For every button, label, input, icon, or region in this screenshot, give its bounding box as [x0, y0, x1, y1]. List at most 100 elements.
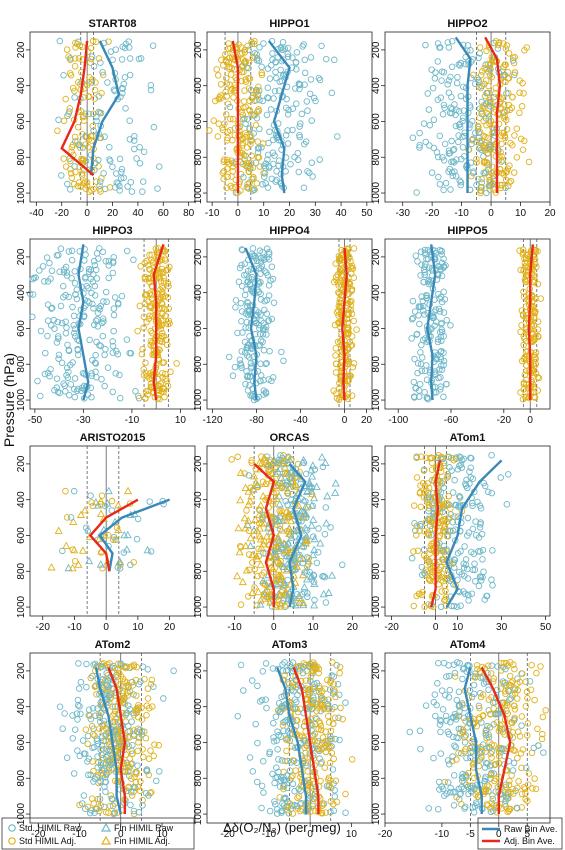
point-std-raw: [287, 160, 294, 168]
point-std-raw: [434, 153, 442, 161]
point-std-adj: [145, 262, 152, 269]
y-tick-label: 200: [193, 455, 204, 472]
point-std-raw: [60, 293, 67, 301]
point-std-raw: [411, 308, 419, 315]
point-std-raw: [75, 660, 82, 667]
point-std-adj: [75, 79, 82, 86]
point-std-raw: [248, 273, 256, 281]
point-std-raw: [258, 782, 266, 790]
point-std-raw: [421, 249, 429, 256]
point-std-raw: [62, 388, 69, 395]
point-std-adj: [54, 127, 61, 135]
point-fin-raw: [327, 571, 337, 579]
point-std-adj: [146, 266, 153, 273]
x-tick-label: -20: [378, 829, 393, 840]
point-std-raw: [459, 675, 466, 683]
point-std-raw: [488, 451, 495, 459]
point-std-raw: [249, 768, 257, 775]
y-tick-label: 800: [371, 355, 382, 372]
x-tick-label: -10: [227, 622, 242, 633]
point-std-adj: [228, 85, 236, 93]
point-std-raw: [44, 317, 52, 324]
point-std-adj: [295, 793, 303, 800]
point-std-raw: [240, 687, 247, 694]
point-std-adj: [480, 141, 488, 149]
point-std-raw: [109, 163, 116, 171]
point-std-raw: [153, 777, 160, 785]
point-std-raw: [420, 546, 428, 553]
point-std-adj: [480, 117, 487, 125]
point-std-raw: [488, 181, 495, 189]
point-std-raw: [450, 772, 458, 779]
point-std-raw: [448, 137, 455, 145]
point-std-adj: [248, 152, 255, 159]
point-std-adj: [517, 389, 524, 396]
point-std-raw: [462, 556, 470, 563]
point-std-adj: [98, 175, 105, 182]
point-std-adj: [239, 139, 246, 147]
point-std-adj: [237, 50, 244, 58]
point-std-raw: [114, 299, 122, 307]
point-std-raw: [109, 388, 116, 396]
point-std-raw: [456, 177, 464, 184]
point-std-adj: [531, 775, 538, 782]
point-fin-adj: [114, 525, 123, 534]
point-std-adj: [347, 306, 355, 314]
point-std-adj: [95, 55, 103, 62]
point-std-raw: [462, 95, 470, 103]
point-std-adj: [227, 115, 234, 123]
point-std-adj: [220, 158, 228, 166]
point-std-raw: [420, 120, 428, 127]
point-std-raw: [482, 100, 490, 107]
point-std-raw: [229, 372, 237, 379]
point-std-raw: [416, 727, 424, 735]
point-std-raw: [109, 342, 117, 350]
point-std-adj: [79, 113, 87, 121]
point-std-raw: [478, 530, 486, 538]
point-std-raw: [444, 81, 451, 88]
panel-frame: [29, 238, 196, 410]
point-std-raw: [259, 97, 267, 105]
point-std-raw: [296, 81, 304, 89]
point-std-raw: [246, 754, 254, 761]
point-std-raw: [154, 185, 161, 192]
point-std-raw: [266, 75, 274, 82]
point-std-raw: [44, 332, 51, 340]
point-std-raw: [134, 762, 141, 769]
point-std-raw: [257, 311, 264, 318]
point-std-adj: [65, 53, 72, 60]
point-std-raw: [293, 49, 301, 56]
point-std-raw: [147, 86, 155, 94]
point-std-adj: [492, 153, 499, 160]
point-std-adj: [333, 309, 341, 316]
point-std-raw: [435, 173, 442, 181]
point-std-adj: [353, 326, 360, 333]
point-std-raw: [260, 346, 268, 354]
point-std-adj: [145, 315, 153, 322]
y-tick-label: 200: [16, 455, 27, 472]
point-std-raw: [104, 79, 111, 86]
point-std-raw: [276, 78, 284, 85]
point-std-raw: [241, 271, 248, 279]
point-std-raw: [457, 181, 465, 189]
point-std-adj: [514, 754, 521, 762]
point-std-adj: [513, 154, 521, 161]
point-std-raw: [132, 388, 139, 395]
point-std-adj: [244, 593, 252, 600]
point-std-raw: [280, 56, 287, 63]
point-std-raw: [413, 189, 420, 196]
x-tick-label: 0: [433, 622, 439, 633]
point-std-adj: [503, 42, 511, 49]
point-std-raw: [265, 249, 273, 256]
point-std-adj: [250, 186, 258, 193]
point-std-adj: [511, 53, 518, 61]
x-tick-label: -30: [76, 415, 91, 426]
point-std-raw: [39, 263, 47, 270]
point-std-raw: [116, 187, 123, 194]
point-std-raw: [53, 339, 61, 346]
y-tick-label: 800: [16, 769, 27, 786]
point-std-adj: [173, 360, 180, 367]
x-tick-label: -40: [293, 415, 308, 426]
